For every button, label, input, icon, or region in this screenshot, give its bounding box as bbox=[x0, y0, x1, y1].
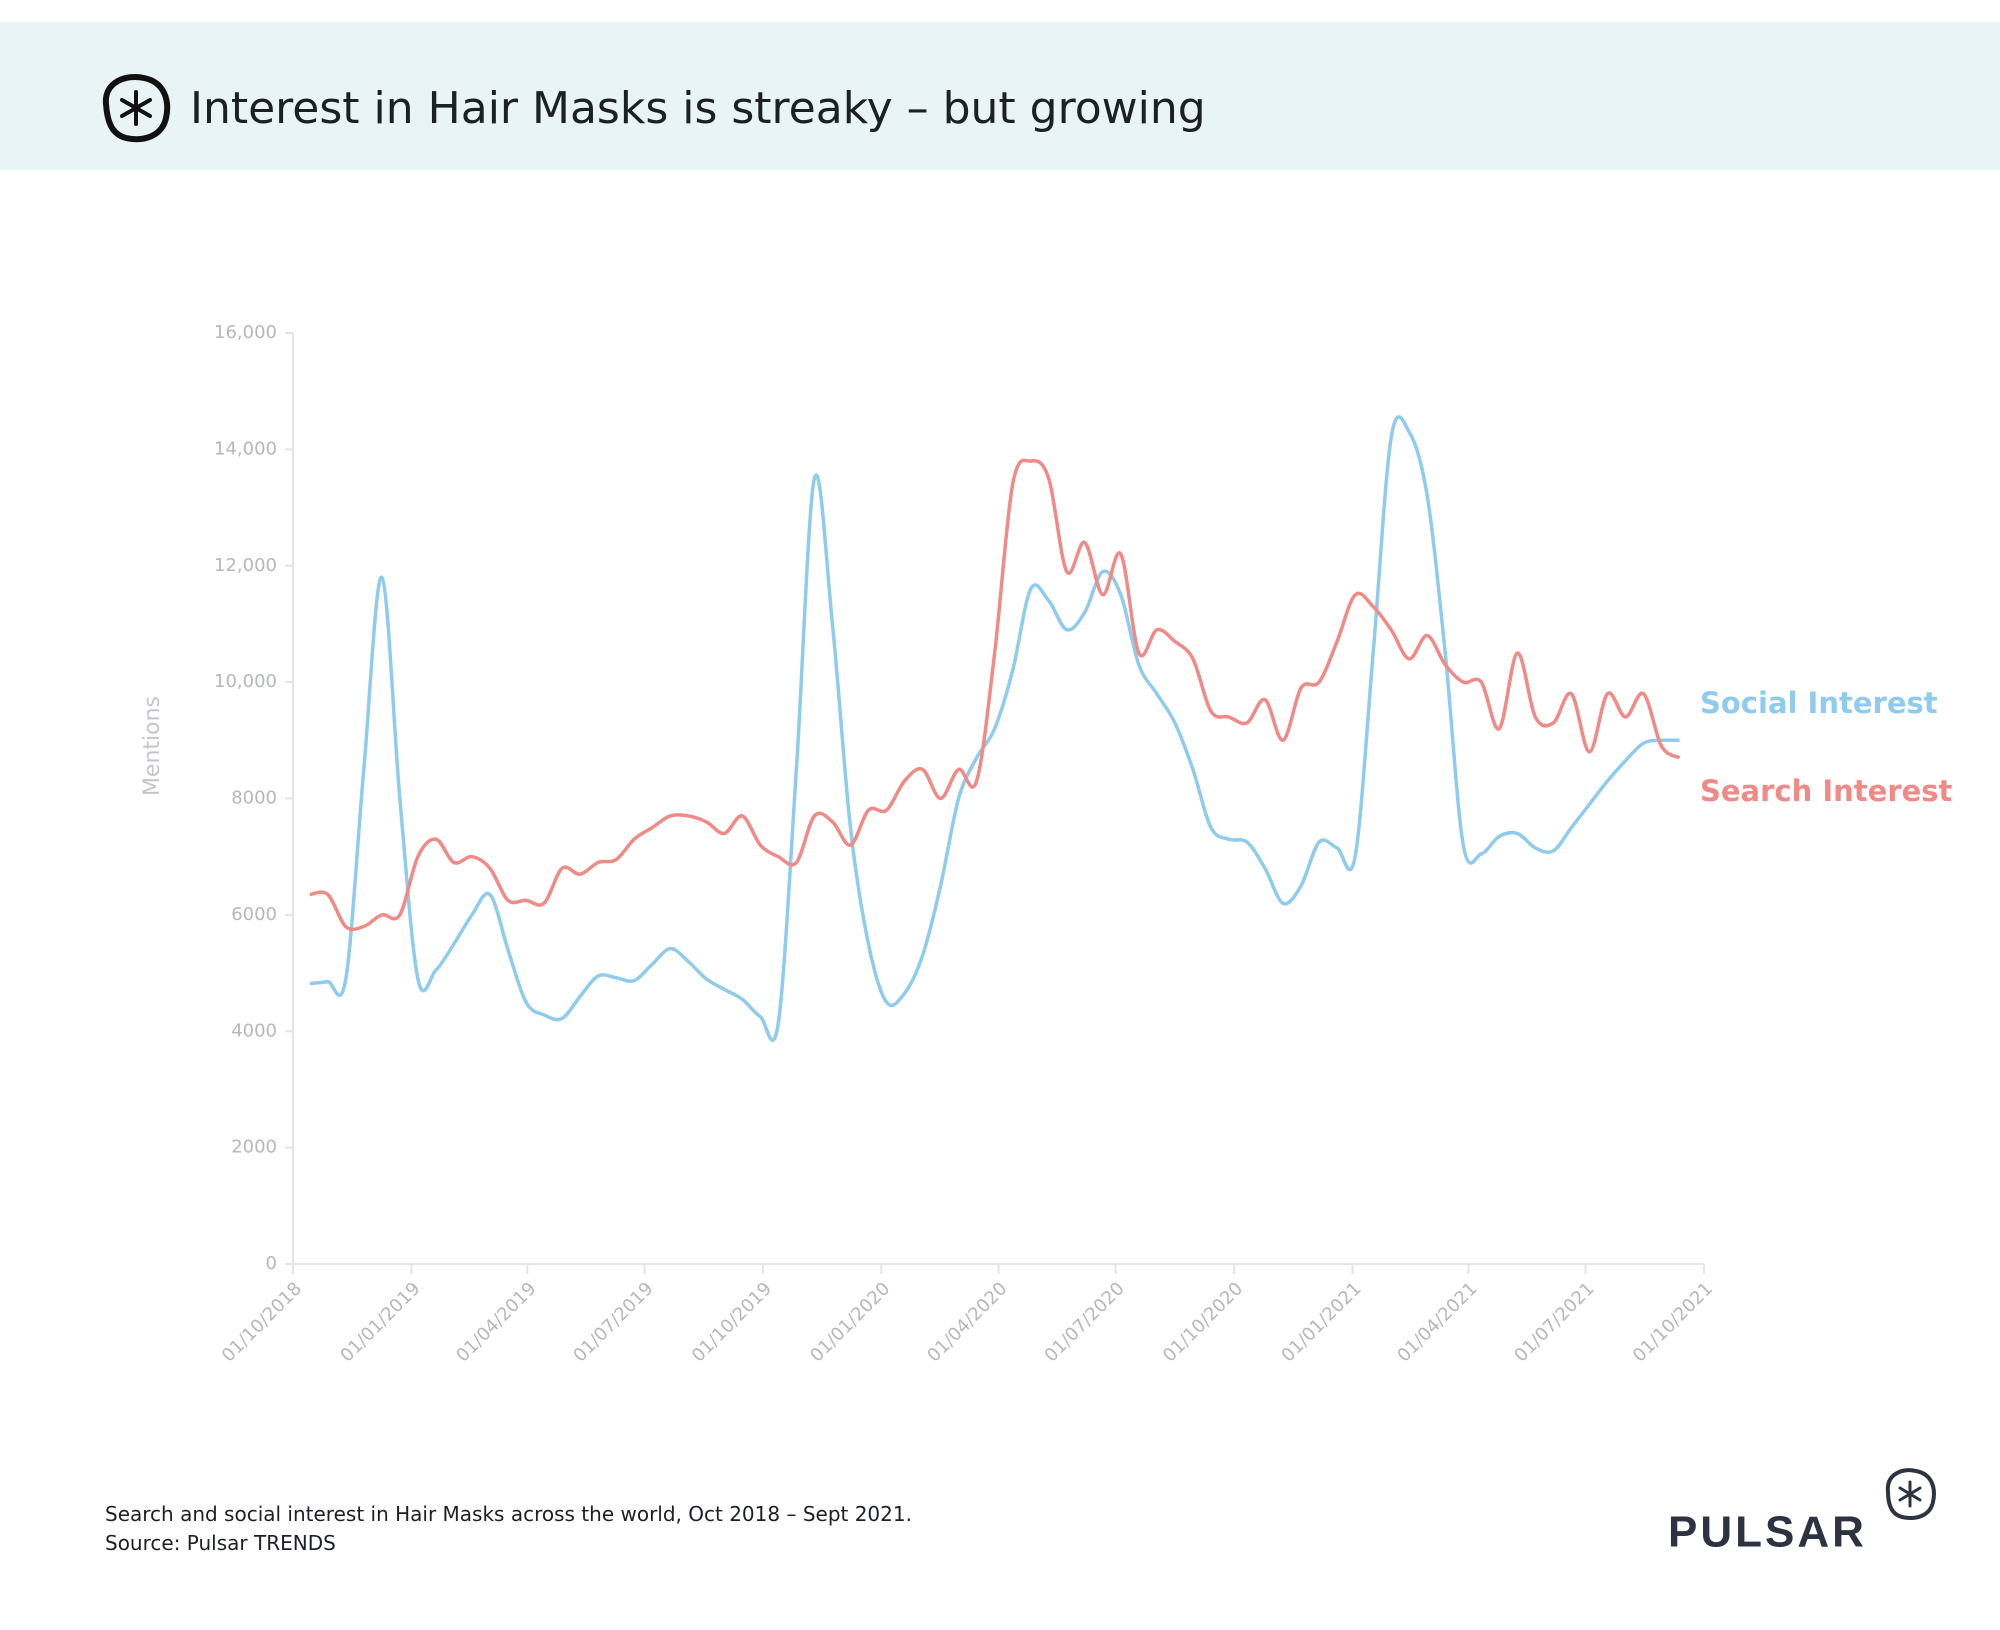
y-tick-label: 14,000 bbox=[214, 438, 277, 459]
x-tick-label: 01/07/2019 bbox=[569, 1278, 657, 1366]
x-tick-label: 01/07/2020 bbox=[1041, 1278, 1129, 1366]
x-tick-label: 01/01/2020 bbox=[806, 1278, 894, 1366]
y-tick-label: 6000 bbox=[231, 904, 277, 925]
chart-title: Interest in Hair Masks is streaky – but … bbox=[190, 83, 1206, 134]
y-tick-label: 0 bbox=[266, 1253, 277, 1274]
y-tick-label: 2000 bbox=[231, 1137, 277, 1158]
x-tick-label: 01/01/2019 bbox=[336, 1278, 424, 1366]
series-line bbox=[309, 415, 1680, 1042]
x-tick-label: 01/07/2021 bbox=[1510, 1278, 1598, 1366]
y-tick-label: 12,000 bbox=[214, 555, 277, 576]
header-icon bbox=[102, 74, 171, 143]
source: Source: Pulsar TRENDS bbox=[105, 1531, 336, 1555]
x-tick-label: 01/04/2019 bbox=[452, 1278, 540, 1366]
brand-logo: PULSAR bbox=[1668, 1508, 1867, 1557]
y-tick-label: 10,000 bbox=[214, 671, 277, 692]
x-tick-label: 01/01/2021 bbox=[1277, 1278, 1365, 1366]
y-tick-label: 16,000 bbox=[214, 322, 277, 343]
y-axis-label: Mentions bbox=[140, 696, 165, 796]
x-tick-label: 01/10/2020 bbox=[1159, 1278, 1247, 1366]
x-tick-label: 01/10/2021 bbox=[1629, 1278, 1717, 1366]
x-tick-label: 01/04/2020 bbox=[923, 1278, 1011, 1366]
y-tick-label: 4000 bbox=[231, 1020, 277, 1041]
y-tick-label: 8000 bbox=[231, 788, 277, 809]
series-line bbox=[309, 458, 1681, 932]
header-band bbox=[0, 22, 2000, 170]
x-tick-label: 01/04/2021 bbox=[1393, 1278, 1481, 1366]
x-tick-label: 01/10/2019 bbox=[688, 1278, 776, 1366]
brand-icon bbox=[1885, 1468, 1936, 1520]
legend-label: Social Interest bbox=[1700, 686, 1938, 720]
x-tick-label: 01/10/2018 bbox=[218, 1278, 306, 1366]
legend-label: Search Interest bbox=[1700, 774, 1953, 808]
caption: Search and social interest in Hair Masks… bbox=[105, 1502, 912, 1526]
